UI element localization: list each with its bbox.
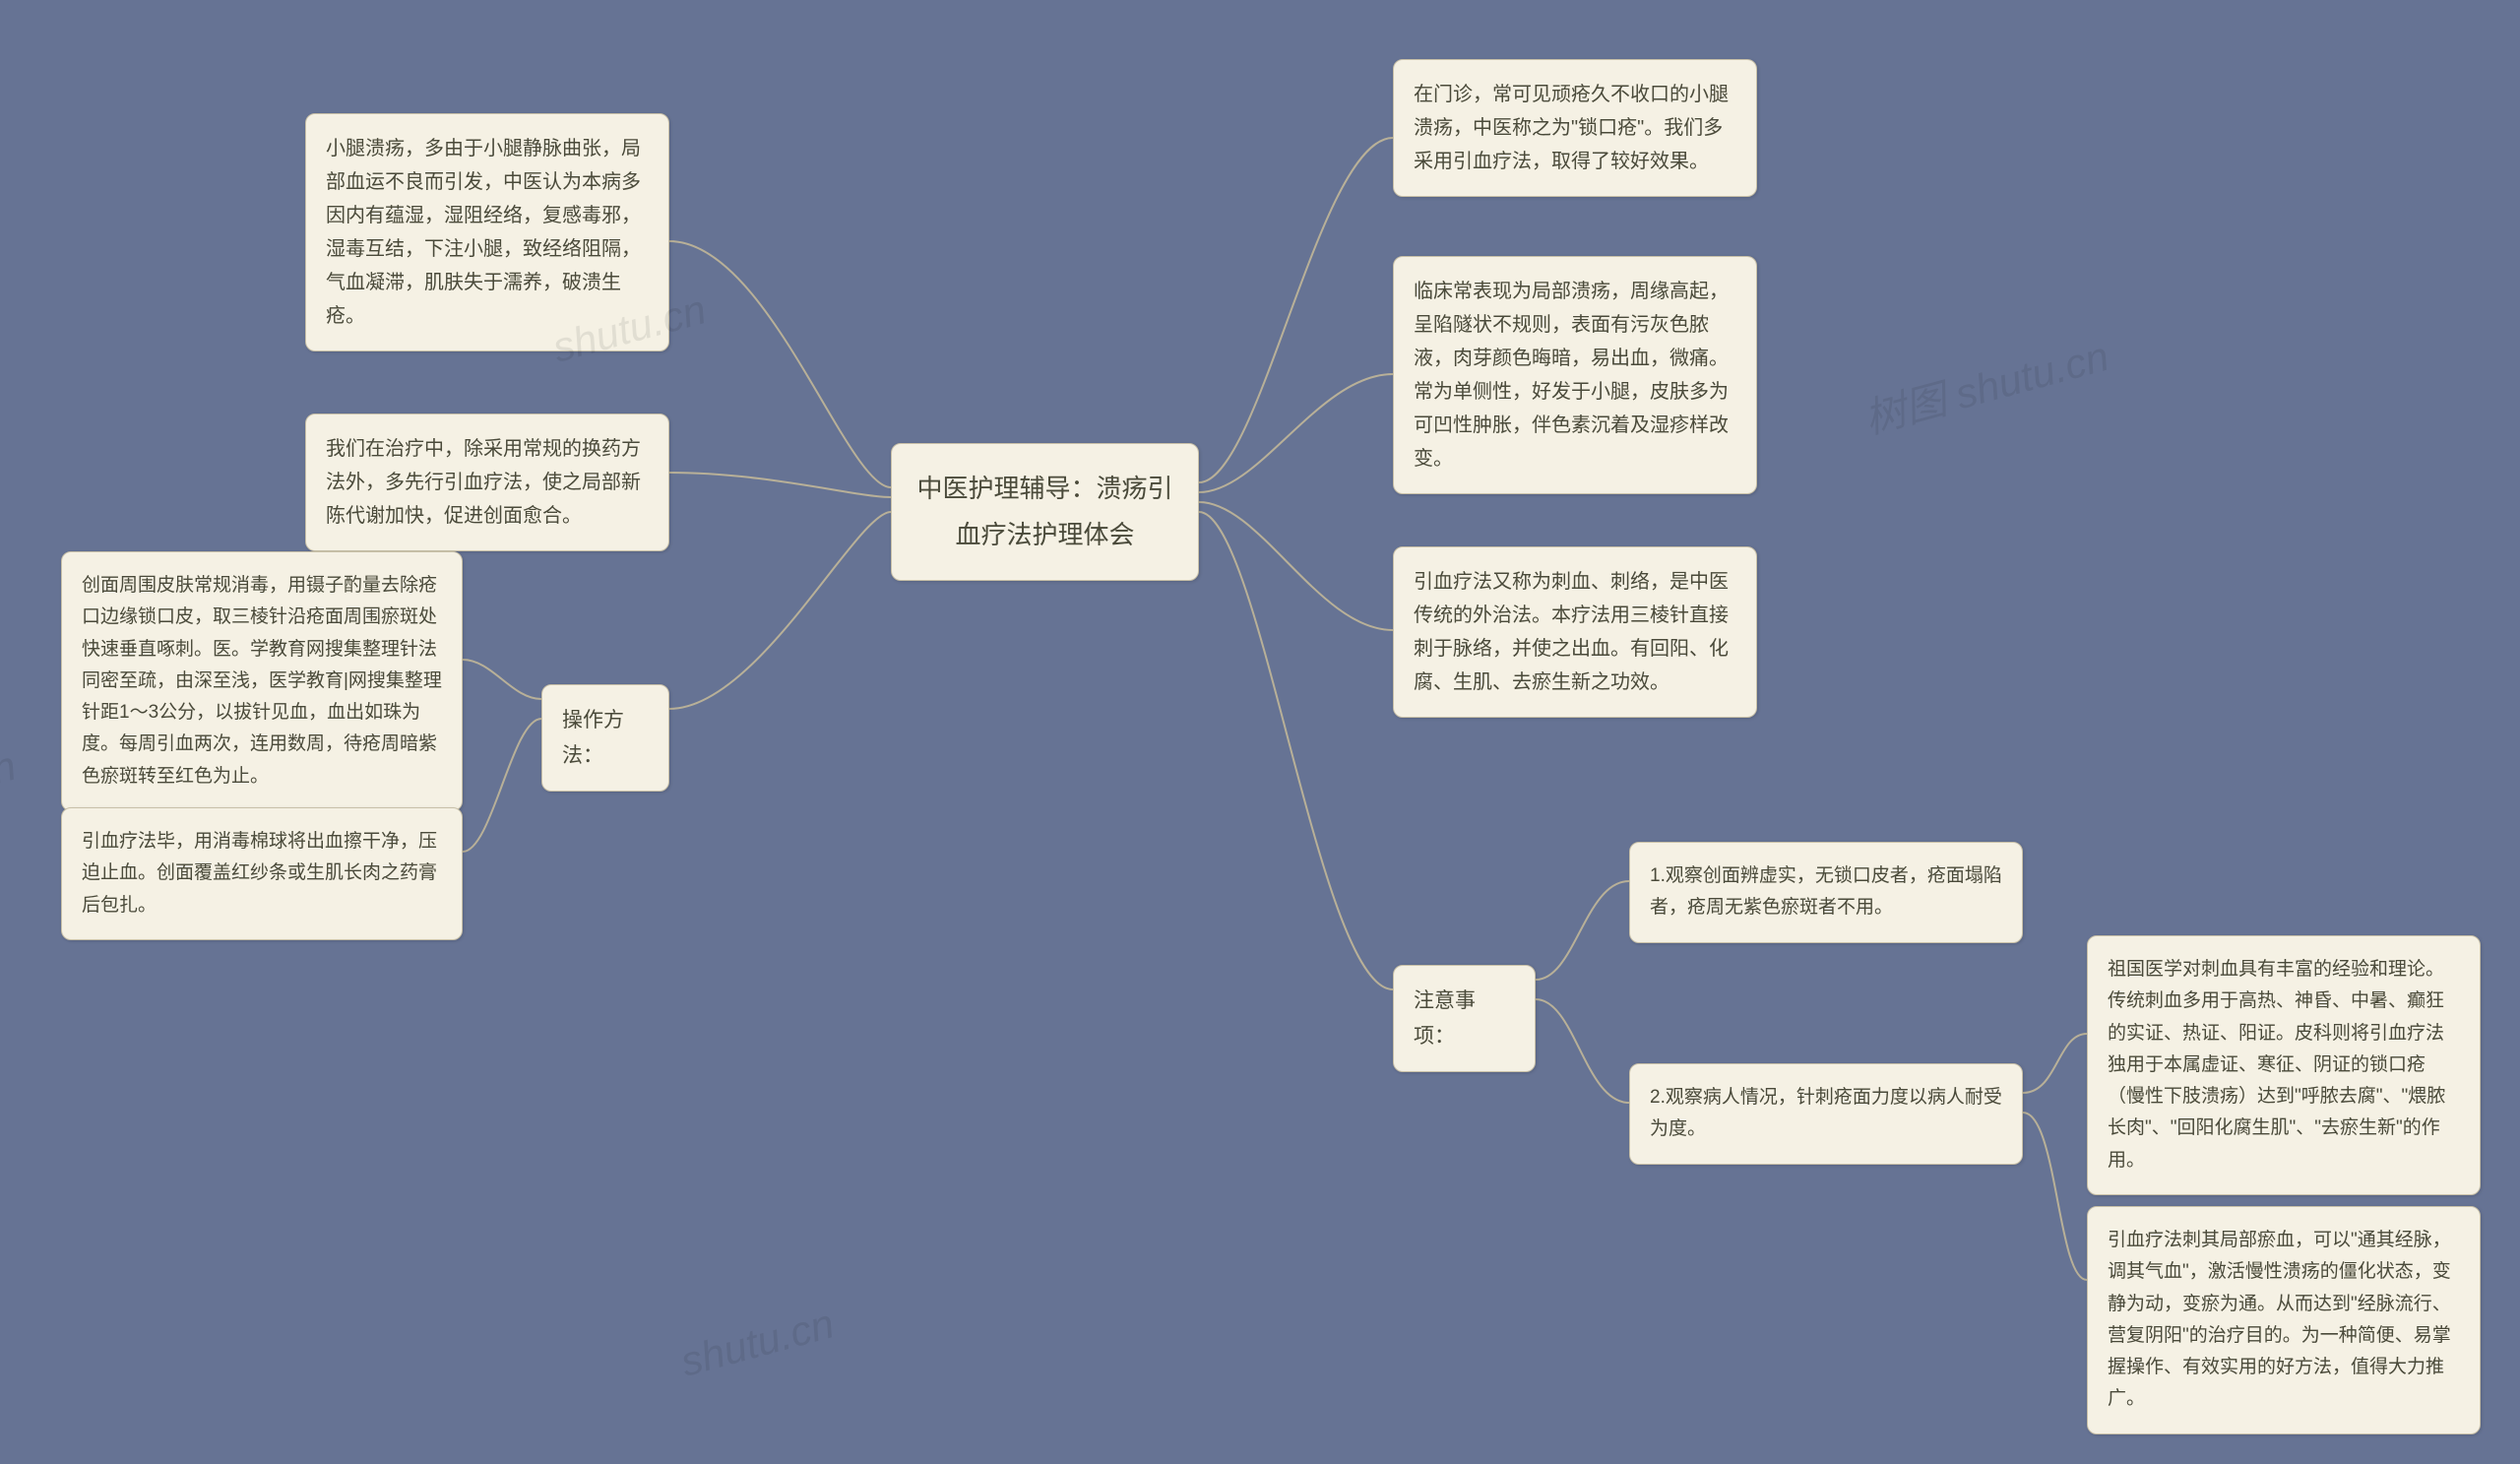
notice-2-text: 2.观察病人情况，针刺疮面力度以病人耐受为度。 xyxy=(1650,1087,2002,1139)
notice-2-sub-1-text: 祖国医学对刺血具有丰富的经验和理论。传统刺血多用于高热、神昏、中暑、癫狂的实证、… xyxy=(2108,959,2445,1171)
notice-2-node: 2.观察病人情况，针刺疮面力度以病人耐受为度。 xyxy=(1629,1063,2023,1165)
operation-detail-1: 创面周围皮肤常规消毒，用镊子酌量去除疮口边缘锁口皮，取三棱针沿疮面周围瘀斑处快速… xyxy=(61,551,463,811)
watermark: .cn xyxy=(0,742,21,802)
left-box-1-text: 小腿溃疡，多由于小腿静脉曲张，局部血运不良而引发，中医认为本病多因内有蕴湿，湿阻… xyxy=(326,138,641,327)
center-node: 中医护理辅导：溃疡引血疗法护理体会 xyxy=(891,443,1199,581)
right-box-2-text: 临床常表现为局部溃疡，周缘高起，呈陷隧状不规则，表面有污灰色脓液，肉芽颜色晦暗，… xyxy=(1414,281,1729,470)
notice-2-sub-2-text: 引血疗法刺其局部瘀血，可以"通其经脉，调其气血"，激活慢性溃疡的僵化状态，变静为… xyxy=(2108,1230,2451,1409)
watermark: shutu.cn xyxy=(675,1300,839,1385)
notice-title-node: 注意事项： xyxy=(1393,965,1536,1072)
right-box-3: 引血疗法又称为刺血、刺络，是中医传统的外治法。本疗法用三棱针直接刺于脉络，并使之… xyxy=(1393,546,1757,718)
notice-title-text: 注意事项： xyxy=(1414,989,1476,1048)
left-box-2-text: 我们在治疗中，除采用常规的换药方法外，多先行引血疗法，使之局部新陈代谢加快，促进… xyxy=(326,438,641,527)
left-box-1: 小腿溃疡，多由于小腿静脉曲张，局部血运不良而引发，中医认为本病多因内有蕴湿，湿阻… xyxy=(305,113,669,351)
operation-detail-2: 引血疗法毕，用消毒棉球将出血擦干净，压迫止血。创面覆盖红纱条或生肌长肉之药膏后包… xyxy=(61,807,463,940)
right-box-3-text: 引血疗法又称为刺血、刺络，是中医传统的外治法。本疗法用三棱针直接刺于脉络，并使之… xyxy=(1414,571,1729,693)
right-box-1: 在门诊，常可见顽疮久不收口的小腿溃疡，中医称之为"锁口疮"。我们多采用引血疗法，… xyxy=(1393,59,1757,197)
operation-detail-2-text: 引血疗法毕，用消毒棉球将出血擦干净，压迫止血。创面覆盖红纱条或生肌长肉之药膏后包… xyxy=(82,831,437,916)
watermark: 树图 shutu.cn xyxy=(1857,323,2114,446)
center-title: 中医护理辅导：溃疡引血疗法护理体会 xyxy=(916,474,1172,549)
notice-1-text: 1.观察创面辨虚实，无锁口皮者，疮面塌陷者，疮周无紫色瘀斑者不用。 xyxy=(1650,865,2002,918)
right-box-2: 临床常表现为局部溃疡，周缘高起，呈陷隧状不规则，表面有污灰色脓液，肉芽颜色晦暗，… xyxy=(1393,256,1757,494)
notice-1-node: 1.观察创面辨虚实，无锁口皮者，疮面塌陷者，疮周无紫色瘀斑者不用。 xyxy=(1629,842,2023,943)
left-box-2: 我们在治疗中，除采用常规的换药方法外，多先行引血疗法，使之局部新陈代谢加快，促进… xyxy=(305,414,669,551)
operation-title-node: 操作方法： xyxy=(541,684,669,792)
operation-detail-1-text: 创面周围皮肤常规消毒，用镊子酌量去除疮口边缘锁口皮，取三棱针沿疮面周围瘀斑处快速… xyxy=(82,575,442,787)
notice-2-sub-2: 引血疗法刺其局部瘀血，可以"通其经脉，调其气血"，激活慢性溃疡的僵化状态，变静为… xyxy=(2087,1206,2481,1434)
right-box-1-text: 在门诊，常可见顽疮久不收口的小腿溃疡，中医称之为"锁口疮"。我们多采用引血疗法，… xyxy=(1414,84,1729,172)
notice-2-sub-1: 祖国医学对刺血具有丰富的经验和理论。传统刺血多用于高热、神昏、中暑、癫狂的实证、… xyxy=(2087,935,2481,1195)
operation-title-text: 操作方法： xyxy=(562,709,624,767)
